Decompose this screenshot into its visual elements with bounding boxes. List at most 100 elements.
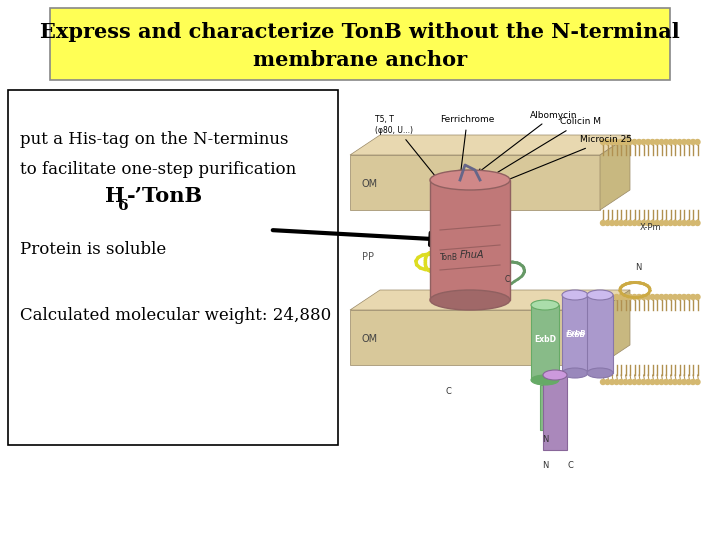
Circle shape (677, 380, 682, 384)
Circle shape (610, 220, 614, 226)
Circle shape (677, 220, 682, 226)
Circle shape (641, 220, 646, 226)
Bar (562, 295, 588, 373)
Text: Protein is soluble: Protein is soluble (20, 241, 166, 259)
Circle shape (636, 294, 642, 300)
Circle shape (641, 139, 646, 145)
Circle shape (672, 139, 678, 145)
Circle shape (668, 294, 673, 300)
Circle shape (668, 139, 673, 145)
Text: ExbD: ExbD (534, 335, 556, 345)
Circle shape (650, 220, 655, 226)
Circle shape (646, 139, 650, 145)
Circle shape (628, 294, 632, 300)
Circle shape (682, 380, 686, 384)
Circle shape (610, 139, 614, 145)
Circle shape (672, 220, 678, 226)
Text: C: C (445, 388, 451, 396)
Circle shape (614, 220, 619, 226)
Polygon shape (350, 155, 600, 210)
Circle shape (654, 139, 660, 145)
Circle shape (690, 380, 696, 384)
Circle shape (618, 380, 624, 384)
Circle shape (610, 294, 614, 300)
Circle shape (677, 294, 682, 300)
Circle shape (668, 220, 673, 226)
Circle shape (641, 380, 646, 384)
Circle shape (618, 139, 624, 145)
Circle shape (632, 220, 637, 226)
Circle shape (664, 294, 668, 300)
Circle shape (659, 220, 664, 226)
Circle shape (636, 139, 642, 145)
Bar (587, 295, 613, 373)
Bar (531, 305, 559, 380)
Ellipse shape (562, 368, 588, 378)
Ellipse shape (543, 370, 567, 380)
Circle shape (618, 294, 624, 300)
Ellipse shape (587, 290, 613, 300)
Text: N: N (542, 435, 548, 444)
Circle shape (695, 294, 700, 300)
Circle shape (682, 294, 686, 300)
Ellipse shape (531, 300, 559, 310)
Circle shape (632, 139, 637, 145)
Circle shape (632, 380, 637, 384)
Circle shape (659, 139, 664, 145)
Circle shape (672, 294, 678, 300)
Polygon shape (600, 290, 630, 365)
Text: put a His-tag on the N-terminus: put a His-tag on the N-terminus (20, 132, 289, 148)
Text: OM: OM (362, 334, 378, 344)
Circle shape (654, 380, 660, 384)
Text: Ferrichrome: Ferrichrome (440, 116, 495, 174)
Polygon shape (350, 290, 630, 310)
Text: -’TonB: -’TonB (127, 186, 203, 206)
Text: membrane anchor: membrane anchor (253, 50, 467, 70)
Circle shape (650, 139, 655, 145)
Circle shape (664, 380, 668, 384)
Text: N: N (635, 264, 642, 273)
Bar (540, 385, 550, 430)
Circle shape (695, 380, 700, 384)
Polygon shape (350, 135, 630, 155)
Circle shape (686, 139, 691, 145)
Text: to facilitate one-step purification: to facilitate one-step purification (20, 161, 296, 179)
Text: ExbB: ExbB (566, 330, 586, 336)
Circle shape (686, 294, 691, 300)
Text: N: N (542, 461, 548, 469)
Circle shape (686, 380, 691, 384)
Circle shape (650, 380, 655, 384)
Circle shape (600, 294, 606, 300)
Circle shape (646, 294, 650, 300)
Ellipse shape (562, 290, 588, 300)
Text: FhuA: FhuA (460, 250, 485, 260)
Circle shape (614, 294, 619, 300)
Circle shape (690, 139, 696, 145)
Circle shape (623, 139, 628, 145)
Text: PP: PP (362, 252, 374, 262)
Circle shape (690, 220, 696, 226)
Circle shape (654, 294, 660, 300)
Circle shape (628, 139, 632, 145)
Text: 6: 6 (118, 199, 129, 213)
Circle shape (650, 294, 655, 300)
Circle shape (672, 380, 678, 384)
Circle shape (623, 220, 628, 226)
Circle shape (677, 139, 682, 145)
Text: OM: OM (362, 179, 378, 189)
Circle shape (605, 294, 610, 300)
Circle shape (600, 139, 606, 145)
Bar (50, 8, 670, 80)
Circle shape (628, 380, 632, 384)
Polygon shape (350, 310, 600, 365)
Text: X-Pm: X-Pm (640, 222, 662, 232)
Text: Colicin M: Colicin M (488, 118, 601, 178)
Text: C: C (567, 461, 573, 469)
Text: Calculated molecular weight: 24,880: Calculated molecular weight: 24,880 (20, 307, 331, 323)
Circle shape (686, 220, 691, 226)
Circle shape (682, 220, 686, 226)
Text: TonB: TonB (440, 253, 458, 261)
Circle shape (618, 220, 624, 226)
Text: Microcin 25: Microcin 25 (499, 136, 632, 184)
Circle shape (664, 220, 668, 226)
